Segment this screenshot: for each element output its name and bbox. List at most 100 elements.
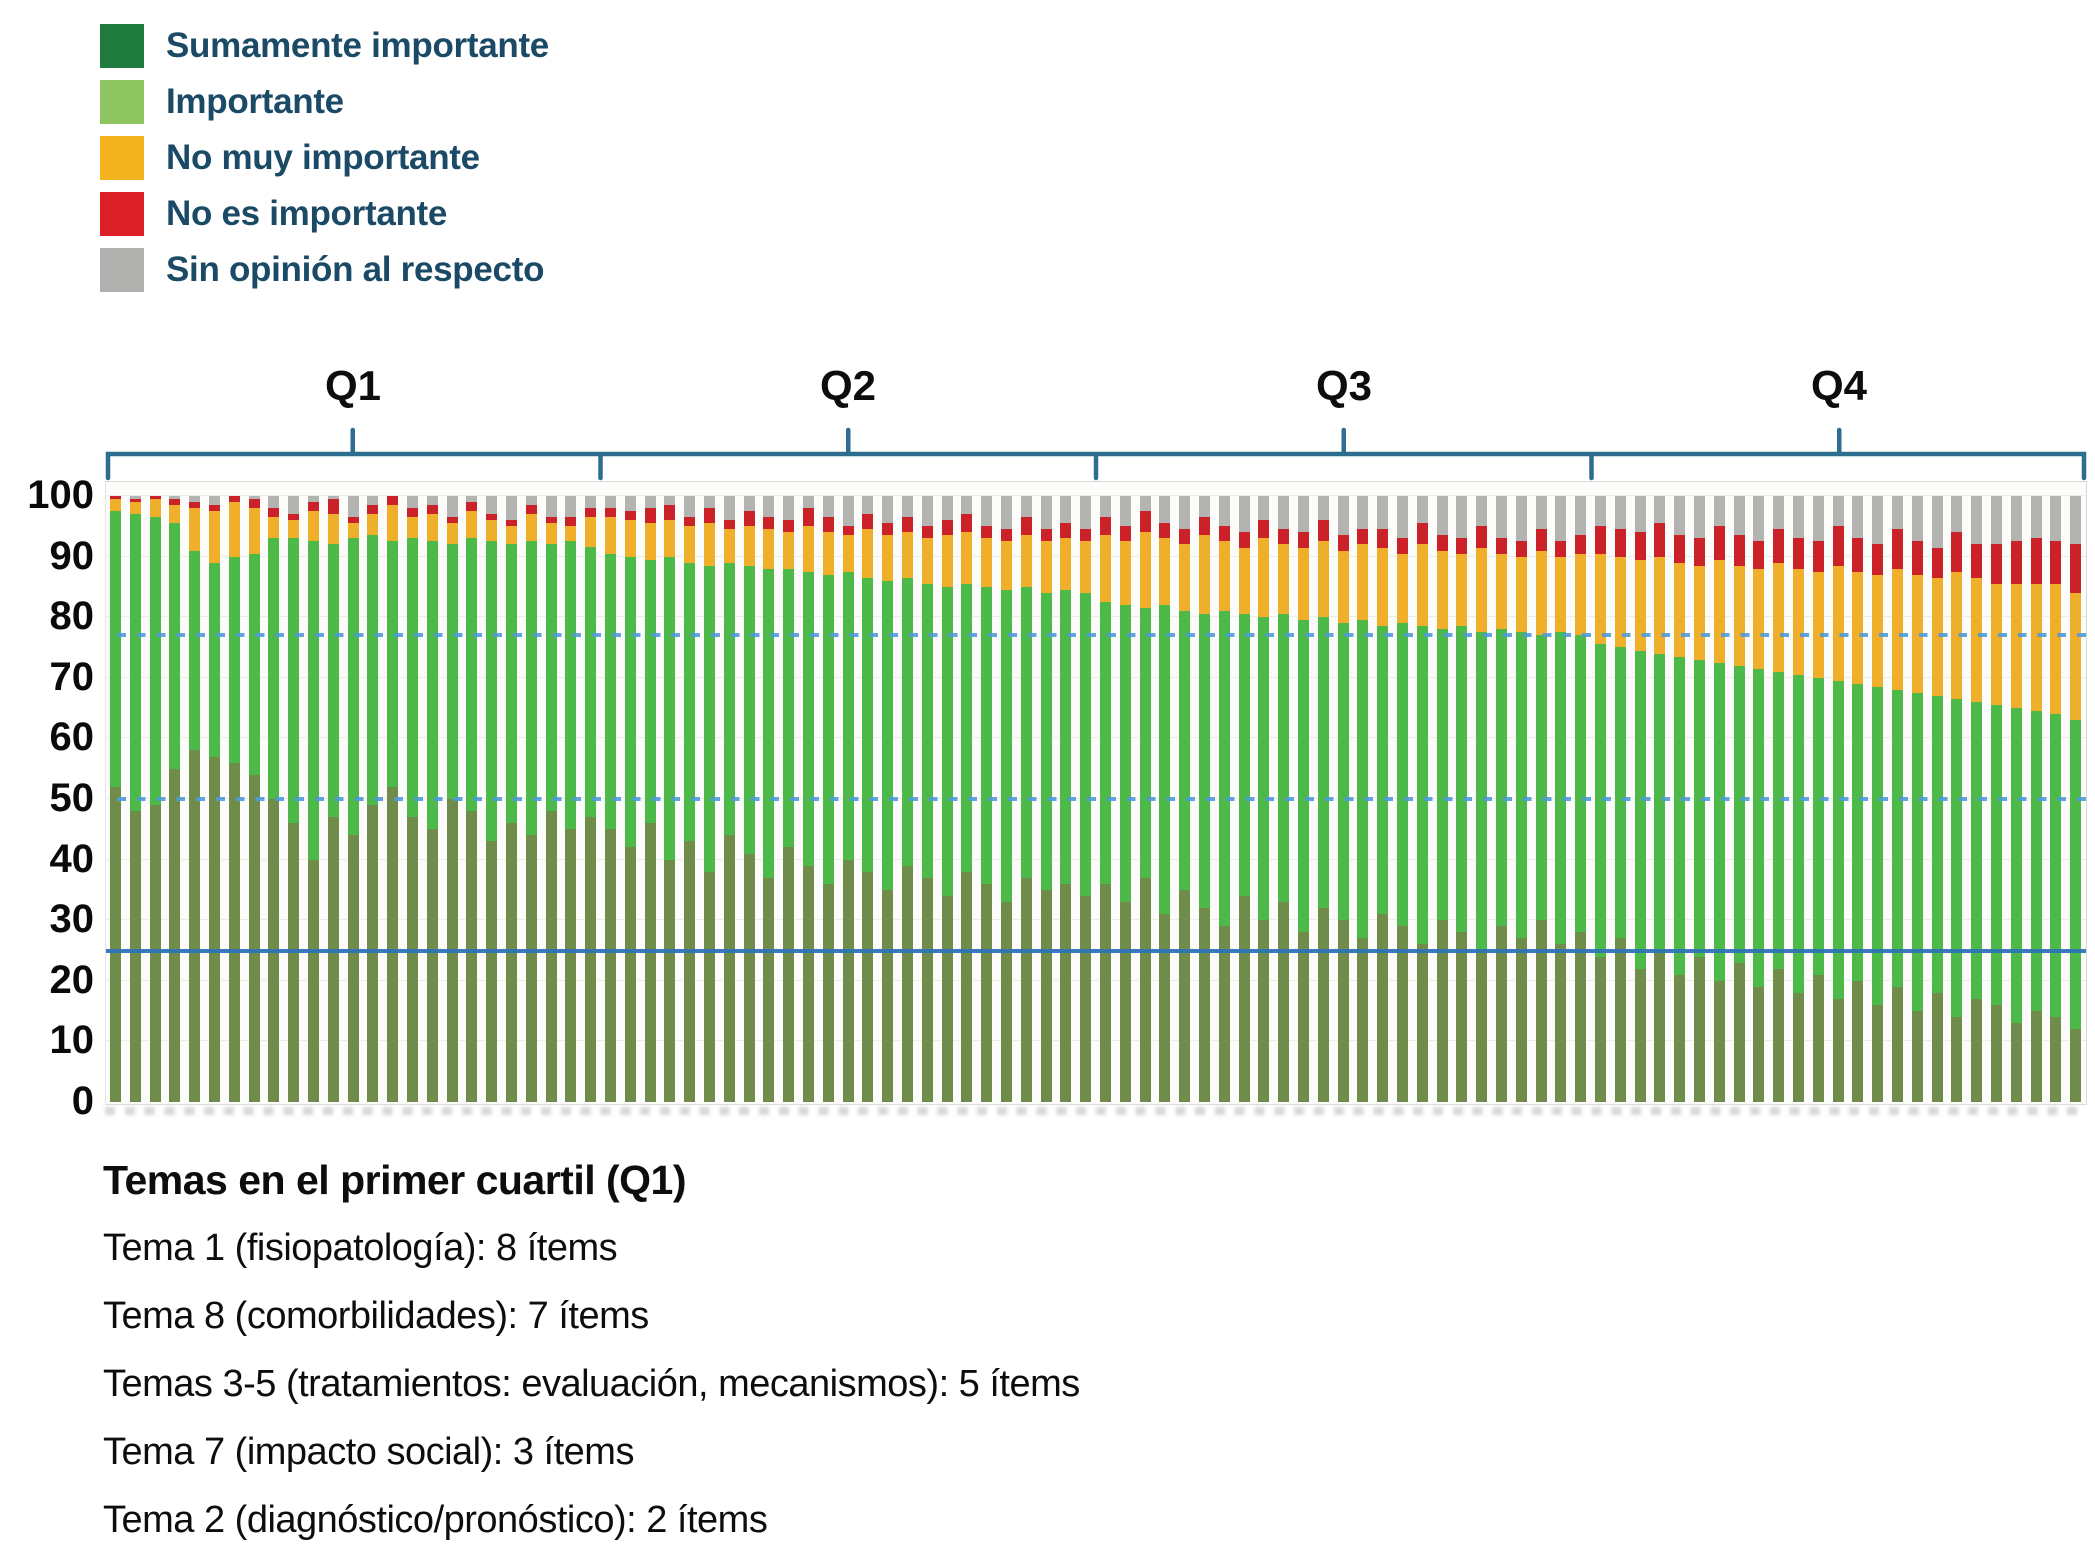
bar-segment-4 bbox=[1139, 496, 1151, 512]
bar-segment-2 bbox=[1852, 571, 1864, 684]
bar-segment-1 bbox=[110, 511, 121, 787]
bar-segment-1 bbox=[1674, 656, 1686, 975]
bar-segment-2 bbox=[525, 514, 537, 542]
bar-segment-2 bbox=[209, 511, 220, 563]
bar-segment-0 bbox=[1674, 974, 1686, 1102]
bar-segment-4 bbox=[1317, 496, 1329, 521]
bar-segment-4 bbox=[268, 496, 280, 509]
y-axis-tick-label: 70 bbox=[49, 654, 95, 699]
bar-segment-0 bbox=[1793, 992, 1804, 1102]
bar-segment-1 bbox=[704, 565, 715, 872]
bar-segment-3 bbox=[169, 499, 181, 506]
bar-segment-2 bbox=[1416, 544, 1428, 627]
bar-segment-0 bbox=[2030, 1011, 2042, 1102]
bar-segment-0 bbox=[862, 871, 874, 1102]
bar-segment-3 bbox=[1119, 526, 1131, 542]
bar-segment-0 bbox=[426, 829, 438, 1102]
bar-segment-4 bbox=[2050, 496, 2062, 542]
bar-segment-1 bbox=[407, 538, 418, 818]
bar-segment-0 bbox=[308, 859, 319, 1102]
bar-segment-4 bbox=[1951, 496, 1963, 533]
stacked-bar bbox=[822, 496, 834, 1102]
bar-segment-2 bbox=[1832, 565, 1844, 681]
bar-segment-2 bbox=[684, 526, 696, 563]
stacked-bar bbox=[1456, 496, 1468, 1102]
bar-segment-4 bbox=[525, 496, 537, 506]
bar-segment-4 bbox=[1218, 496, 1230, 527]
bar-segment-2 bbox=[1278, 544, 1290, 615]
bar-segment-2 bbox=[1357, 544, 1369, 621]
bar-segment-1 bbox=[644, 559, 656, 824]
stacked-bar bbox=[525, 496, 537, 1102]
stacked-bar bbox=[763, 496, 775, 1102]
bar-segment-4 bbox=[367, 496, 379, 506]
bar-segment-3 bbox=[1040, 529, 1052, 542]
bar-segment-3 bbox=[506, 520, 517, 527]
bar-segment-1 bbox=[961, 583, 973, 872]
bar-segment-1 bbox=[1238, 614, 1250, 896]
bar-segment-1 bbox=[941, 586, 953, 896]
bar-segment-3 bbox=[1694, 538, 1705, 566]
bar-segment-0 bbox=[1436, 920, 1448, 1102]
bar-segment-4 bbox=[248, 496, 260, 500]
legend-item: No es importante bbox=[100, 192, 549, 236]
bar-segment-1 bbox=[1456, 626, 1468, 933]
legend-swatch-no-muy-importante bbox=[100, 136, 144, 180]
stacked-bar bbox=[1357, 496, 1369, 1102]
bar-segment-1 bbox=[169, 523, 181, 769]
stacked-bar bbox=[110, 496, 121, 1102]
bar-segment-3 bbox=[407, 508, 418, 518]
bar-segment-3 bbox=[921, 526, 933, 539]
bar-segment-0 bbox=[486, 841, 498, 1102]
bar-segment-1 bbox=[1812, 677, 1824, 975]
bar-segment-1 bbox=[149, 517, 161, 806]
bar-segment-4 bbox=[1733, 496, 1745, 536]
stacked-bar bbox=[803, 496, 814, 1102]
bar-segment-1 bbox=[1634, 650, 1646, 969]
bar-segment-1 bbox=[1911, 692, 1923, 1012]
bar-segment-4 bbox=[1991, 496, 2002, 545]
stacked-bar bbox=[1040, 496, 1052, 1102]
bar-segment-2 bbox=[704, 523, 715, 566]
bar-segment-3 bbox=[1674, 535, 1686, 563]
bar-segment-4 bbox=[446, 496, 458, 518]
bar-segment-1 bbox=[268, 538, 280, 799]
bar-segment-1 bbox=[1654, 653, 1666, 951]
bar-segment-1 bbox=[1614, 647, 1626, 939]
bar-segment-3 bbox=[862, 514, 874, 530]
bar-segment-4 bbox=[684, 496, 696, 518]
legend-item: No muy importante bbox=[100, 136, 549, 180]
bar-segment-3 bbox=[525, 505, 537, 515]
bar-segment-3 bbox=[347, 517, 359, 524]
bar-segment-2 bbox=[446, 523, 458, 545]
stacked-bar bbox=[1575, 496, 1587, 1102]
bar-segment-1 bbox=[129, 514, 141, 812]
bar-segment-2 bbox=[189, 508, 201, 551]
bar-segment-3 bbox=[882, 523, 894, 536]
bar-segment-1 bbox=[1515, 632, 1527, 939]
bar-segment-1 bbox=[1258, 617, 1270, 921]
bar-segment-4 bbox=[1555, 496, 1567, 542]
bar-segment-0 bbox=[1773, 968, 1785, 1102]
stacked-bar bbox=[189, 496, 201, 1102]
stacked-bar bbox=[169, 496, 181, 1102]
bar-segment-4 bbox=[1674, 496, 1686, 536]
bar-segment-1 bbox=[1773, 671, 1785, 969]
bar-segment-1 bbox=[1020, 586, 1032, 878]
bar-segment-0 bbox=[1456, 932, 1468, 1102]
bar-segment-2 bbox=[327, 514, 339, 545]
quartile-brace bbox=[105, 427, 2087, 481]
bar-segment-0 bbox=[624, 847, 636, 1102]
bar-segment-1 bbox=[803, 571, 814, 866]
bar-segment-1 bbox=[1575, 635, 1587, 933]
bar-segment-2 bbox=[1793, 568, 1804, 675]
bar-segment-3 bbox=[1931, 547, 1943, 578]
bar-segment-1 bbox=[1080, 592, 1092, 896]
bar-segment-1 bbox=[1872, 686, 1884, 1006]
stacked-bar bbox=[308, 496, 319, 1102]
bar-segment-3 bbox=[981, 526, 993, 539]
stacked-bar bbox=[149, 496, 161, 1102]
bar-segment-3 bbox=[585, 508, 597, 518]
bar-segment-4 bbox=[1892, 496, 1903, 530]
bar-segment-1 bbox=[1694, 659, 1705, 957]
